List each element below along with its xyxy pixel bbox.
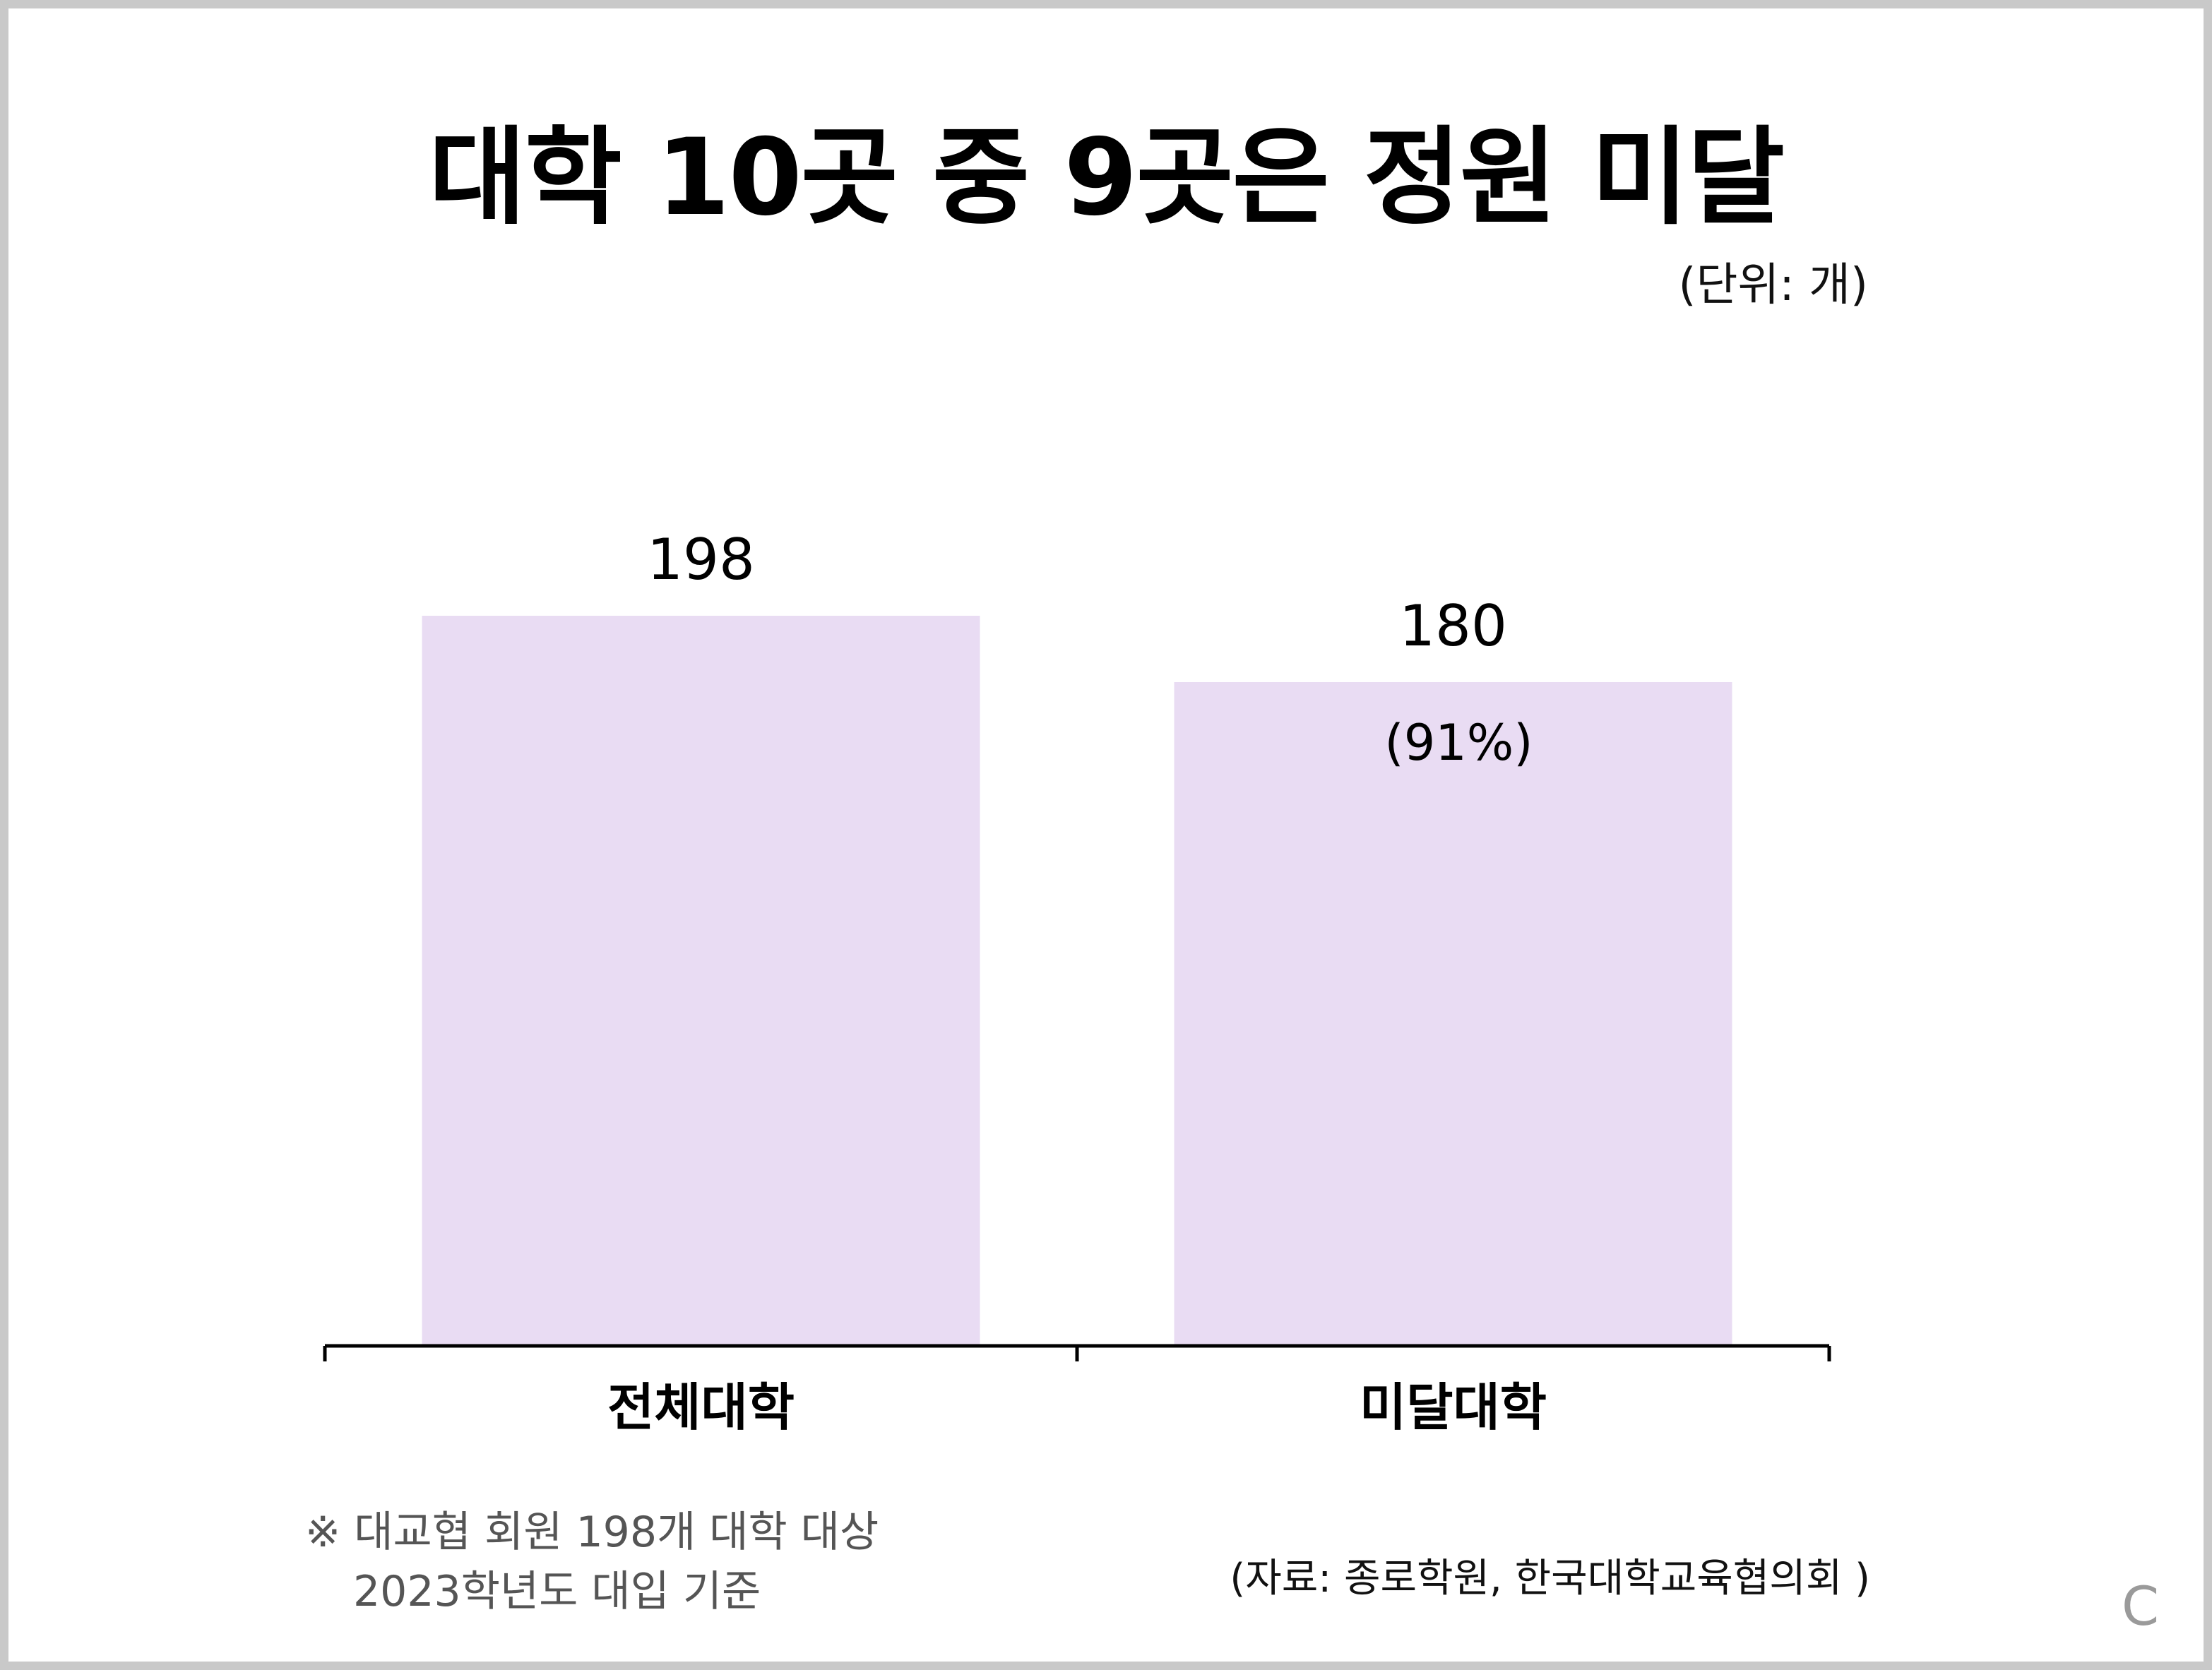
category-label-1: 전체대학: [607, 1378, 795, 1437]
source-note: (자료: 종로학원, 한국대학교육협의회 ): [1230, 1556, 1870, 1602]
footnote-line-1: ※ 대교협 회원 198개 대학 대상: [305, 1508, 879, 1557]
bar-value-label-2: 180: [1399, 593, 1507, 659]
category-label-2: 미달대학: [1360, 1378, 1547, 1437]
footnote-line-2: 2023학년도 대입 기준: [353, 1567, 761, 1616]
bar-value-label-1: 198: [647, 527, 755, 592]
corner-mark: C: [2122, 1575, 2160, 1638]
chart-title: 대학 10곳 중 9곳은 정원 미달: [428, 117, 1785, 239]
bar-2: [1174, 682, 1732, 1346]
bar-annotation-2: (91%): [1384, 714, 1533, 772]
footnote: ※ 대교협 회원 198개 대학 대상 2023학년도 대입 기준: [305, 1503, 879, 1621]
bar-1: [422, 616, 980, 1346]
unit-label: (단위: 개): [1678, 259, 1868, 311]
